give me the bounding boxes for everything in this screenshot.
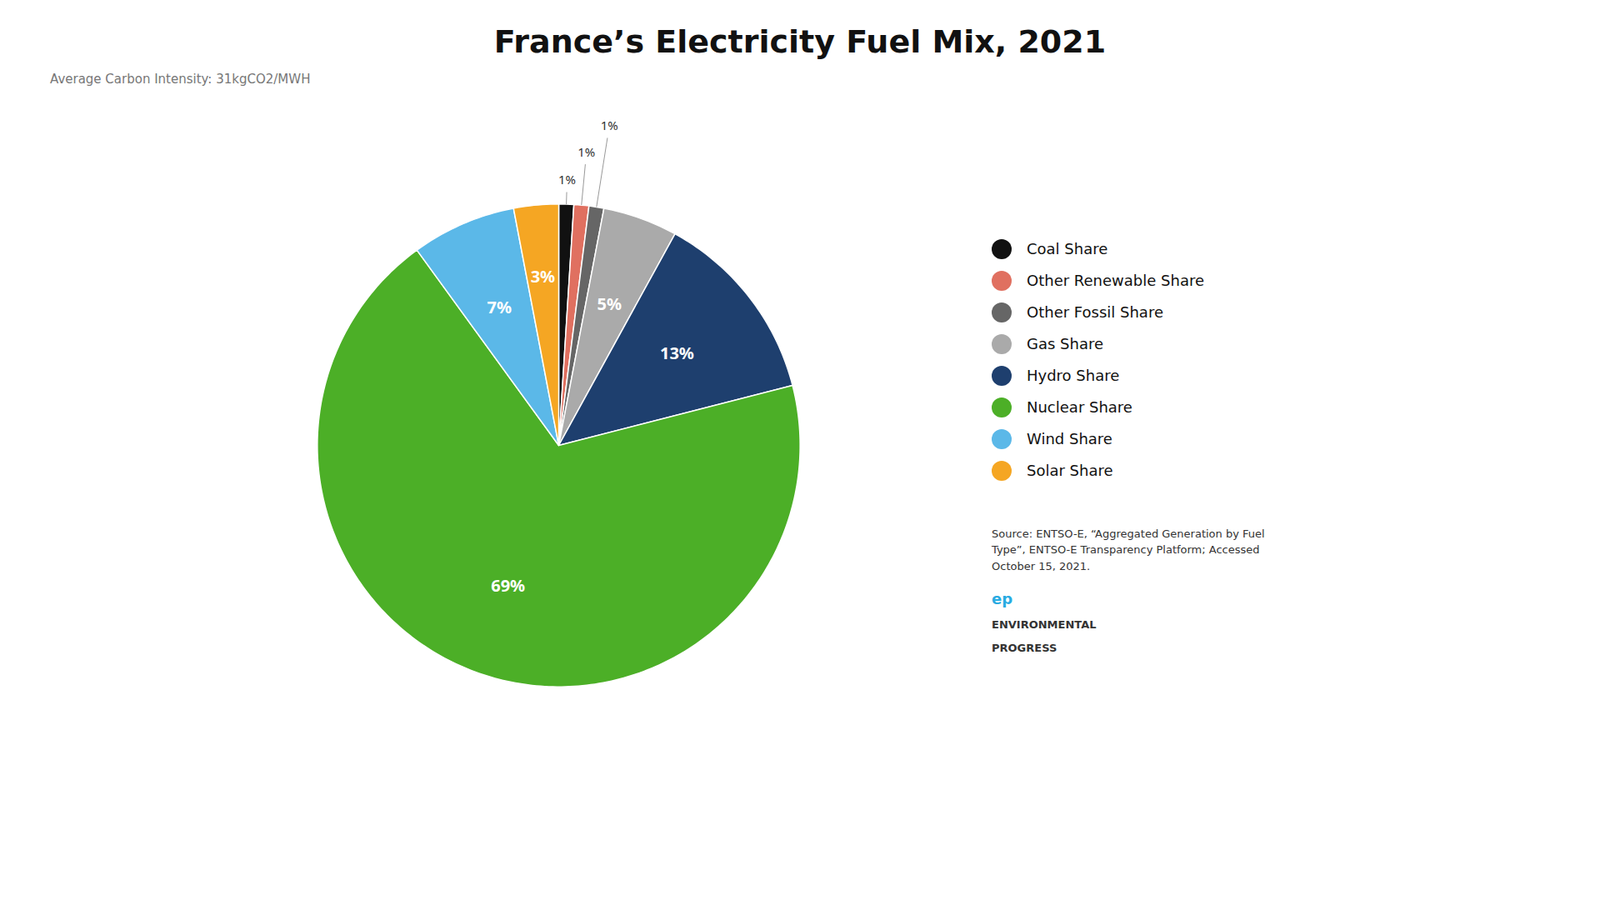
html-text:ENVIRONMENTAL: ENVIRONMENTAL [991,618,1097,632]
svg-text:13%: 13% [660,341,695,365]
html-text:Average Carbon Intensity: 31kg: Average Carbon Intensity: 31kgCO2/MWH [50,71,311,87]
html-text:ep: ep [991,590,1013,608]
svg-text:69%: 69% [490,574,525,597]
html-text:Source: ENTSO-E, “Aggregated G: Source: ENTSO-E, “Aggregated Generation … [991,527,1265,573]
html-text:Gas Share: Gas Share [1026,335,1104,353]
html-text:France’s Electricity Fuel Mix,: France’s Electricity Fuel Mix, 2021 [494,23,1106,60]
svg-text:1%: 1% [558,170,576,188]
svg-text:7%: 7% [486,295,511,319]
html-text:Wind Share: Wind Share [1026,430,1113,448]
svg-text:1%: 1% [600,116,619,134]
html-text:Solar Share: Solar Share [1026,461,1113,480]
html-text:PROGRESS: PROGRESS [991,641,1057,654]
html-text:Nuclear Share: Nuclear Share [1026,398,1133,417]
svg-text:1%: 1% [577,142,595,160]
html-text:Other Renewable Share: Other Renewable Share [1026,271,1205,290]
html-text:Coal Share: Coal Share [1026,240,1108,258]
html-text:Hydro Share: Hydro Share [1026,366,1120,385]
html-text:Other Fossil Share: Other Fossil Share [1026,303,1164,322]
svg-text:3%: 3% [530,265,555,288]
svg-text:5%: 5% [597,292,622,315]
